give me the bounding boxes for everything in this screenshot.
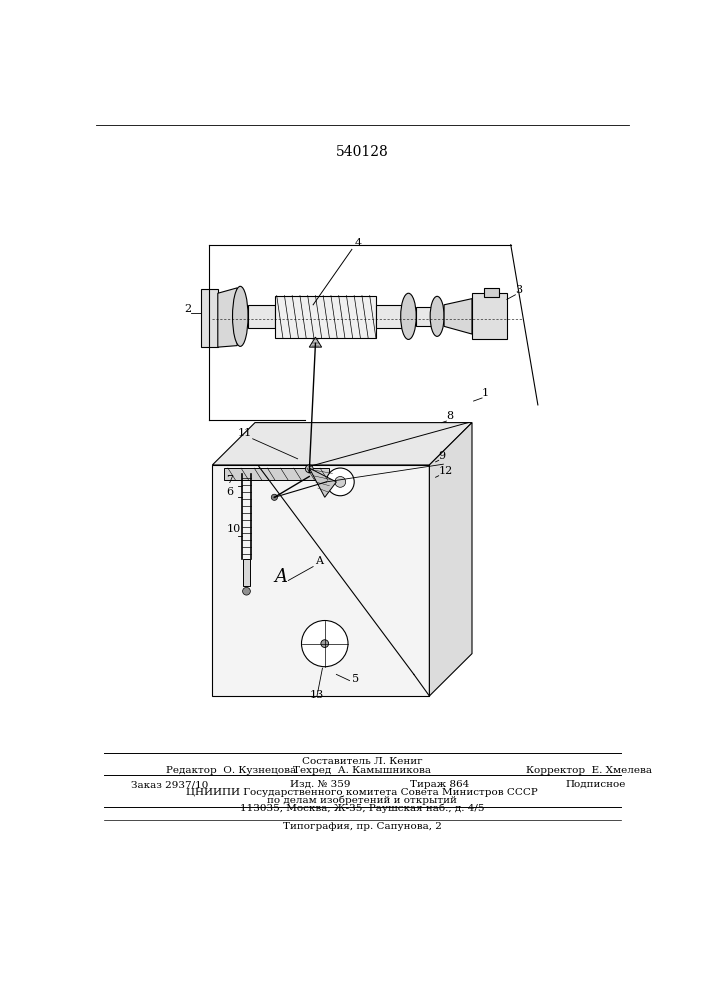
- Ellipse shape: [401, 293, 416, 339]
- Ellipse shape: [233, 286, 248, 346]
- Ellipse shape: [430, 296, 444, 336]
- Text: 1: 1: [482, 388, 489, 398]
- Text: Подписное: Подписное: [565, 780, 626, 789]
- Bar: [201, 289, 218, 347]
- Bar: [484, 288, 499, 297]
- Bar: [376, 305, 407, 328]
- Text: A: A: [274, 568, 287, 586]
- Text: 540128: 540128: [336, 145, 388, 159]
- Bar: [212, 465, 429, 696]
- Bar: [248, 305, 275, 328]
- Text: 113035, Москва, Ж-35, Раушская наб., д. 4/5: 113035, Москва, Ж-35, Раушская наб., д. …: [240, 804, 484, 813]
- Text: ЦНИИПИ Государственного комитета Совета Министров СССР: ЦНИИПИ Государственного комитета Совета …: [186, 788, 538, 797]
- Text: Заказ 2937/10: Заказ 2937/10: [131, 780, 209, 789]
- Text: Изд. № 359: Изд. № 359: [290, 780, 351, 789]
- Bar: [472, 293, 507, 339]
- Circle shape: [301, 620, 348, 667]
- Polygon shape: [309, 468, 337, 497]
- Text: 9: 9: [438, 451, 446, 461]
- Text: 4: 4: [355, 238, 362, 248]
- Text: 8: 8: [446, 411, 454, 421]
- Bar: [224, 468, 329, 480]
- Text: Редактор  О. Кузнецова: Редактор О. Кузнецова: [166, 766, 296, 775]
- Text: Типография, пр. Сапунова, 2: Типография, пр. Сапунова, 2: [283, 822, 441, 831]
- Text: Тираж 864: Тираж 864: [410, 780, 469, 789]
- Text: 2: 2: [185, 304, 192, 314]
- Circle shape: [327, 468, 354, 496]
- Circle shape: [243, 587, 250, 595]
- Text: 7: 7: [226, 475, 233, 485]
- Polygon shape: [218, 288, 237, 347]
- Text: 5: 5: [352, 674, 359, 684]
- Text: 10: 10: [226, 524, 240, 534]
- Circle shape: [321, 640, 329, 647]
- Text: по делам изобретений и открытий: по делам изобретений и открытий: [267, 796, 457, 805]
- Text: A: A: [315, 556, 323, 566]
- Text: 3: 3: [515, 285, 522, 295]
- Bar: [416, 307, 436, 326]
- Text: Составитель Л. Кениг: Составитель Л. Кениг: [302, 757, 422, 766]
- Text: Техред  А. Камышникова: Техред А. Камышникова: [293, 766, 431, 775]
- Text: 6: 6: [226, 487, 233, 497]
- Polygon shape: [444, 299, 472, 334]
- Bar: [243, 559, 250, 586]
- Polygon shape: [309, 337, 322, 347]
- Text: Корректор  Е. Хмелева: Корректор Е. Хмелева: [526, 766, 653, 775]
- Text: 13: 13: [309, 690, 324, 700]
- Text: 11: 11: [237, 428, 252, 438]
- Text: 12: 12: [438, 466, 453, 476]
- Circle shape: [271, 494, 277, 500]
- Circle shape: [305, 465, 313, 473]
- Polygon shape: [429, 423, 472, 696]
- Circle shape: [335, 477, 346, 487]
- Bar: [275, 296, 376, 338]
- Polygon shape: [212, 423, 472, 465]
